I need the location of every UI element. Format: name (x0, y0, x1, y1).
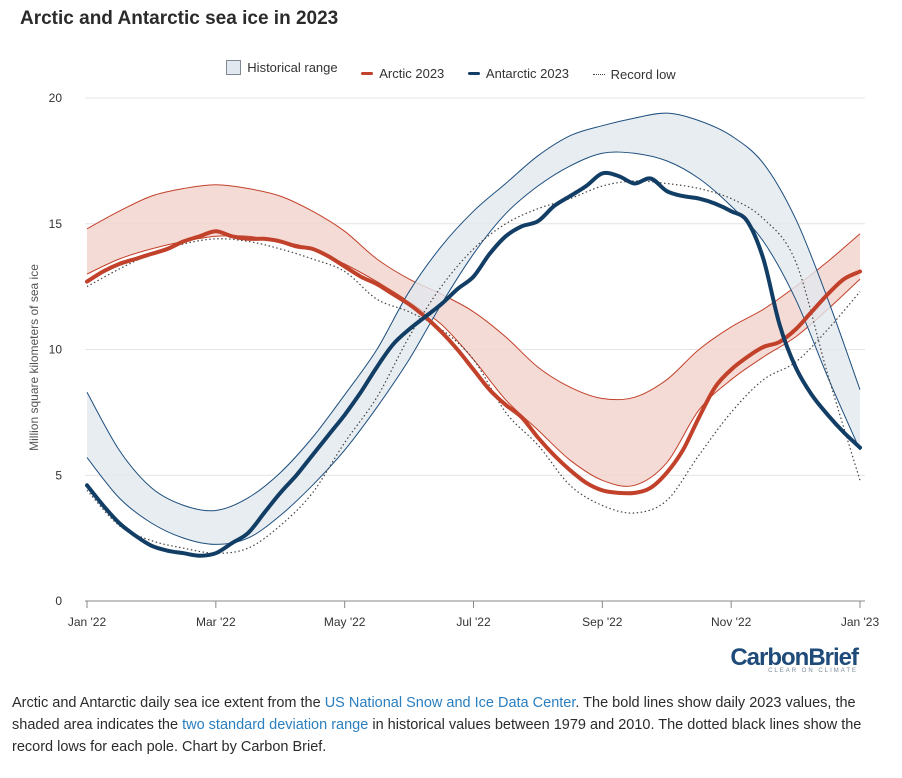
y-tick-label-10: 10 (49, 343, 63, 357)
y-tick-label-20: 20 (49, 91, 63, 105)
chart-caption: Arctic and Antarctic daily sea ice exten… (12, 692, 892, 758)
two-std-range-link[interactable]: two standard deviation range (182, 717, 369, 733)
legend-item-record-low[interactable]: Record low (592, 67, 676, 82)
legend-item-arctic[interactable]: Arctic 2023 (361, 66, 444, 81)
caption-text-3: in historical values between 1979 and 20… (12, 717, 862, 755)
historical-range-upper-antarctic (86, 112, 861, 512)
historical-range-band-antarctic (87, 113, 860, 545)
caption-text-1: Arctic and Antarctic daily sea ice exten… (12, 695, 325, 711)
legend-item-historical-range[interactable]: Historical range (226, 60, 338, 75)
legend-label-antarctic: Antarctic 2023 (485, 66, 570, 81)
antarctic-2023-line (85, 170, 862, 558)
arctic-line-swatch-icon (361, 72, 374, 75)
arctic-2023-line (85, 229, 862, 496)
x-tick-label-6: Jan '23 (841, 615, 880, 629)
axes: 0 5 10 15 20 Jan '22 Mar '22 May '22 Jul '22 Sep … (49, 91, 880, 629)
brand-tagline: CLEAR ON CLIMATE (768, 668, 858, 674)
legend-label-record-low: Record low (610, 67, 676, 82)
y-axis-label: Million square kilometers of sea ice (27, 264, 41, 451)
chart-legend: Historical range Arctic 2023 Antarctic 2… (0, 60, 902, 82)
legend-label-historical-range: Historical range (247, 60, 338, 75)
x-tick-label-4: Sep '22 (582, 615, 623, 629)
x-tick-label-3: Jul '22 (456, 615, 491, 629)
brand-name: CarbonBrief (730, 644, 859, 671)
record-low-line-arctic (86, 238, 861, 514)
legend-label-arctic: Arctic 2023 (379, 66, 445, 81)
historical-range-lower-arctic (86, 235, 861, 487)
historical-range-band-arctic (87, 184, 860, 487)
antarctic-line-swatch-icon (467, 72, 480, 75)
chart-title: Arctic and Antarctic sea ice in 2023 (20, 8, 339, 29)
x-tick-label-0: Jan '22 (68, 615, 107, 629)
historical-range-upper-arctic (86, 184, 861, 401)
nsidc-link[interactable]: US National Snow and Ice Data Center (324, 695, 576, 711)
record-low-line-antarctic (86, 180, 861, 554)
historical-range-swatch-icon (226, 60, 242, 75)
sea-ice-chart: 0 5 10 15 20 Jan '22 Mar '22 May '22 Jul '22 Sep … (27, 91, 880, 629)
x-tick-label-2: May '22 (324, 615, 366, 629)
x-tick-label-1: Mar '22 (196, 615, 236, 629)
y-tick-label-15: 15 (49, 217, 63, 231)
caption-text-2: . The bold lines show daily 2023 values,… (12, 695, 856, 733)
y-tick-label-5: 5 (55, 468, 62, 482)
y-tick-label-0: 0 (55, 594, 62, 608)
carbon-brief-logo: CarbonBrief CLEAR ON CLIMATE (730, 644, 859, 674)
x-tick-label-5: Nov '22 (711, 615, 752, 629)
legend-item-antarctic[interactable]: Antarctic 2023 (467, 66, 570, 81)
series-lines (85, 170, 862, 558)
record-low-swatch-icon (592, 74, 605, 75)
historical-bands (86, 112, 861, 545)
